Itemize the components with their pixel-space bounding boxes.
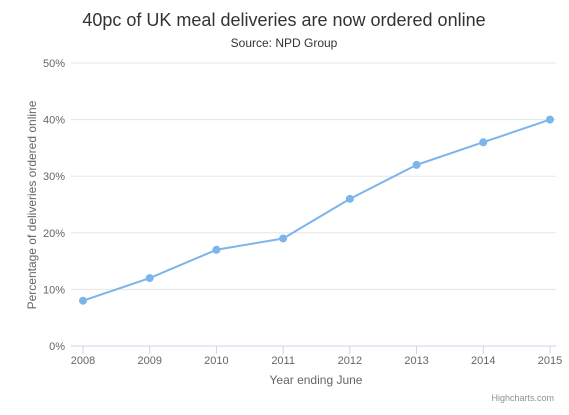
x-tick-label: 2008	[71, 355, 95, 367]
y-tick-label: 40%	[43, 115, 65, 127]
credits-text[interactable]: Highcharts.com	[491, 393, 554, 403]
chart-subtitle: Source: NPD Group	[231, 36, 338, 50]
y-axis-title: Percentage of deliveries ordered online	[25, 100, 39, 309]
data-point[interactable]	[345, 194, 354, 203]
x-tick-label: 2009	[137, 355, 161, 367]
chart-title: 40pc of UK meal deliveries are now order…	[82, 10, 485, 30]
y-tick-label: 20%	[43, 228, 65, 240]
y-tick-label: 0%	[49, 341, 65, 353]
y-tick-label: 10%	[43, 284, 65, 296]
data-point[interactable]	[546, 115, 554, 124]
x-axis-title: Year ending June	[270, 373, 363, 387]
x-axis: 2008 2009 2010 2011 2012 2013 2014 2015	[71, 345, 562, 367]
data-point[interactable]	[279, 234, 288, 243]
series	[79, 115, 554, 305]
data-point[interactable]	[212, 245, 221, 254]
series-line	[82, 118, 551, 302]
x-tick-label: 2014	[471, 355, 495, 367]
data-point[interactable]	[412, 160, 421, 169]
x-tick-label: 2012	[338, 355, 362, 367]
x-tick-label: 2010	[204, 355, 228, 367]
y-axis: 0% 10% 20% 30% 40% 50%	[43, 58, 65, 353]
data-point[interactable]	[145, 274, 154, 283]
gridlines	[71, 62, 556, 290]
x-tick-label: 2013	[404, 355, 428, 367]
data-point[interactable]	[79, 296, 87, 305]
x-tick-label: 2011	[271, 355, 295, 367]
y-tick-label: 50%	[43, 58, 65, 70]
y-tick-label: 30%	[43, 171, 65, 183]
x-tick-label: 2015	[538, 355, 562, 367]
data-point[interactable]	[479, 138, 488, 147]
